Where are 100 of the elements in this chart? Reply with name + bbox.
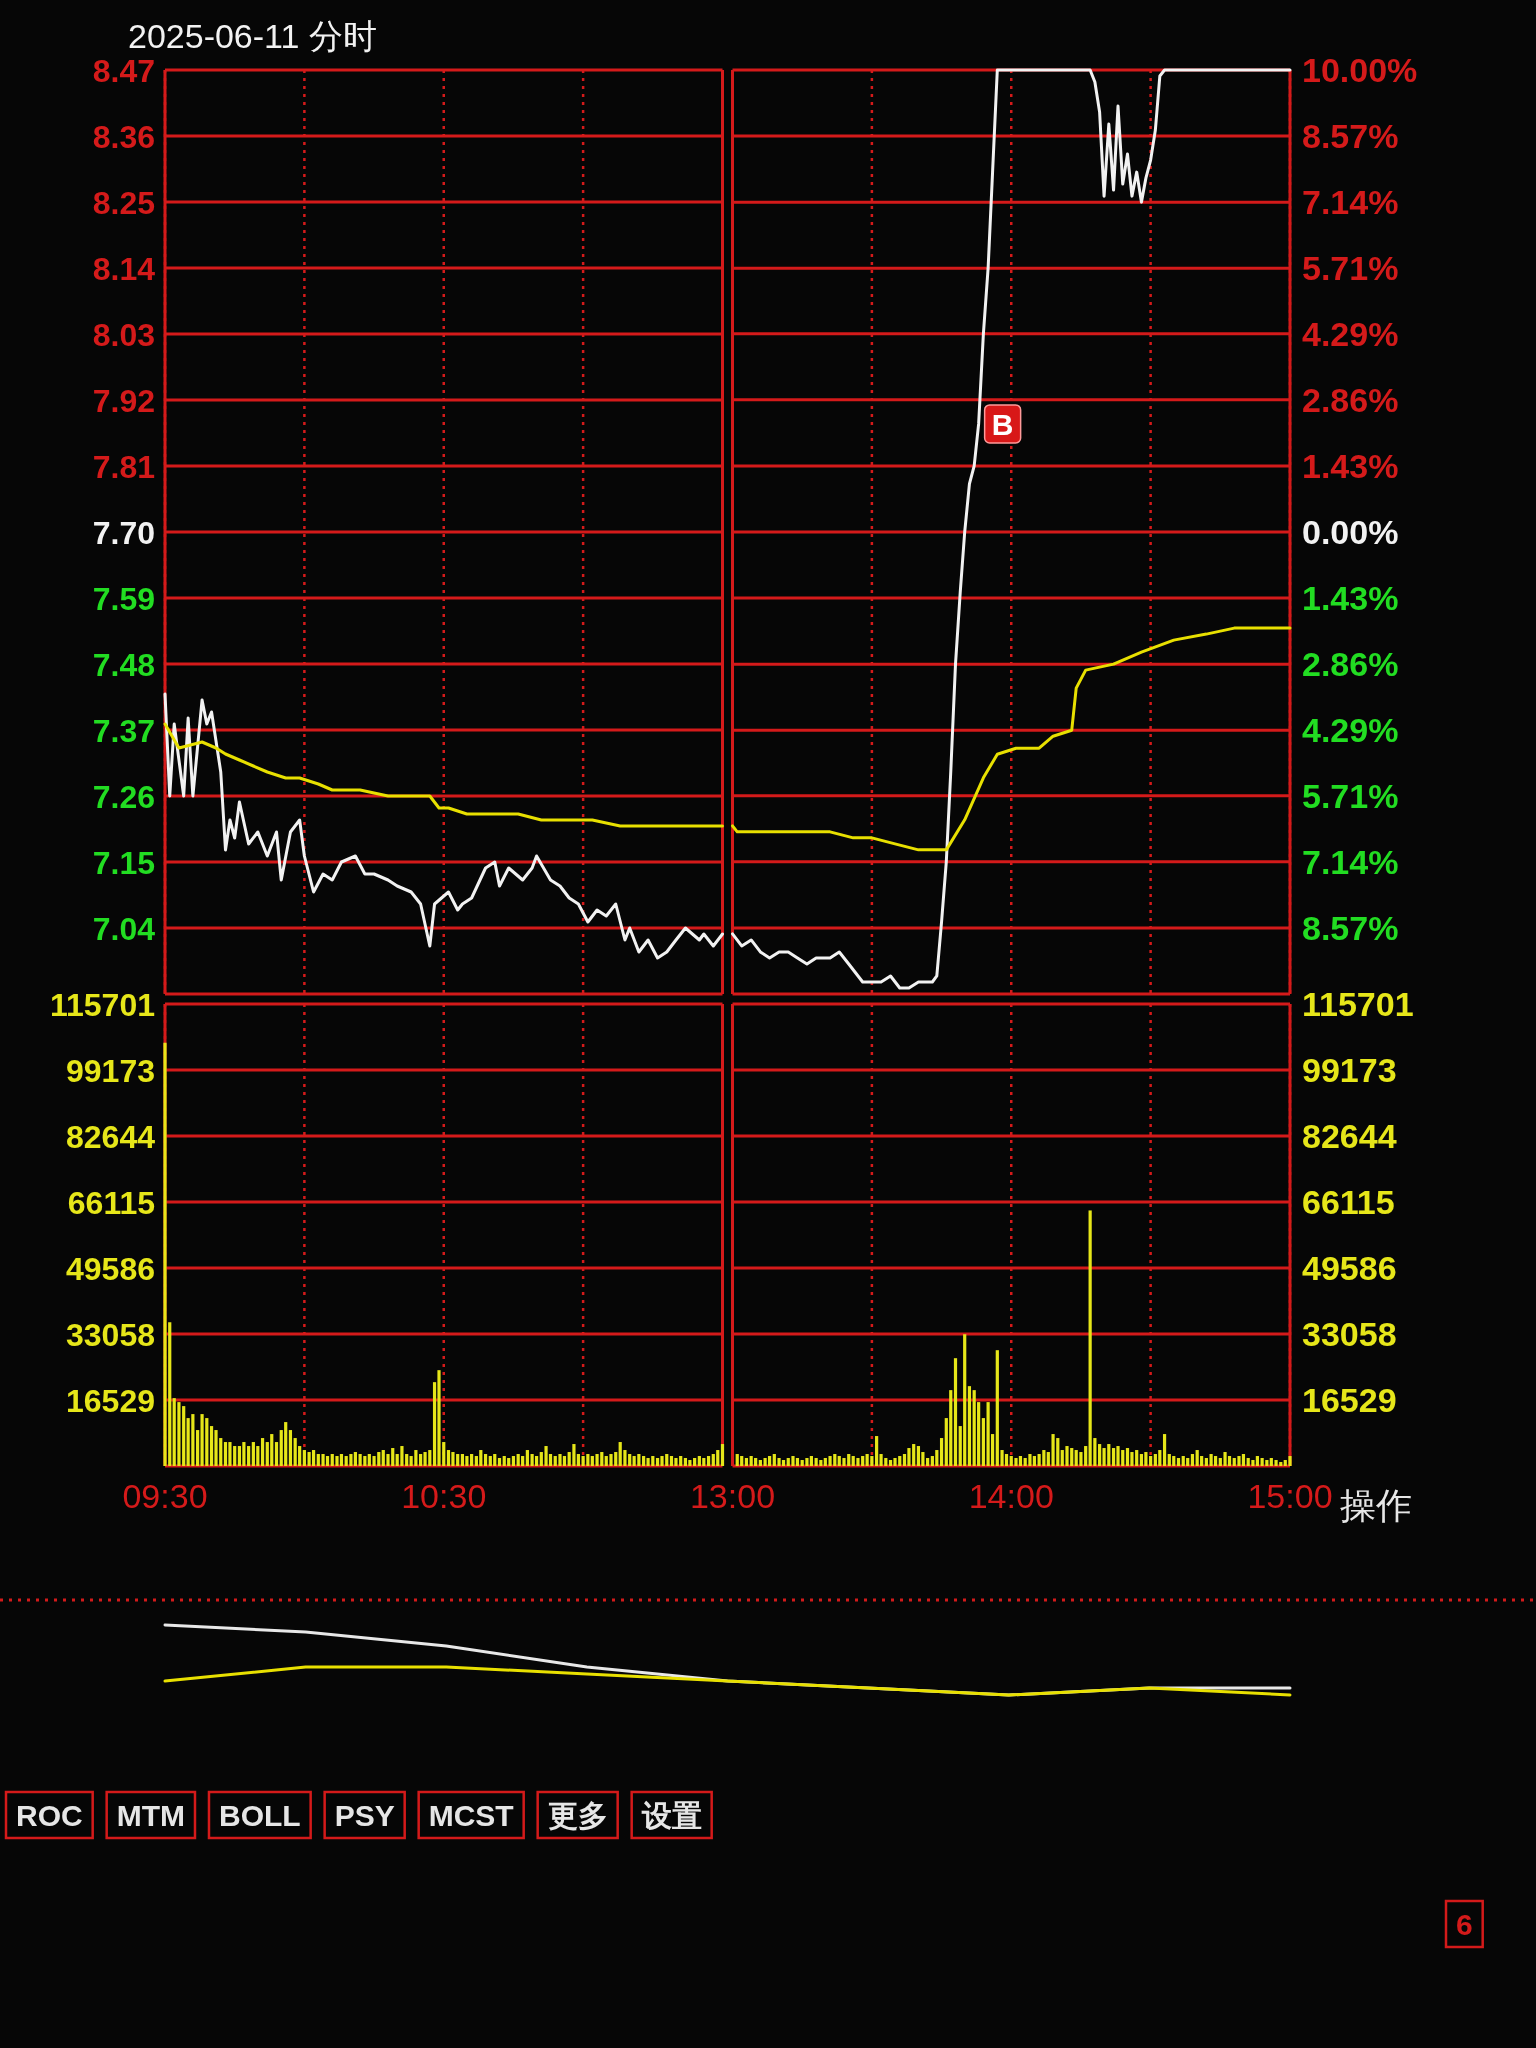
bar: [186, 1418, 190, 1466]
bar: [228, 1442, 232, 1466]
bar: [1153, 1454, 1157, 1466]
bar: [842, 1458, 846, 1466]
y-tick-label: 8.57%: [1302, 117, 1399, 156]
bar: [777, 1458, 781, 1466]
bar: [1260, 1458, 1264, 1466]
bar: [363, 1456, 367, 1466]
bar: [795, 1458, 800, 1466]
bar: [1139, 1454, 1144, 1466]
bar: [763, 1458, 767, 1466]
bar: [642, 1456, 646, 1466]
bar: [865, 1454, 869, 1466]
x-tick-label: 15:00: [1247, 1477, 1333, 1515]
bar: [372, 1456, 376, 1466]
y-tick-label: 99173: [1302, 1051, 1397, 1089]
bar: [581, 1456, 585, 1466]
bar: [697, 1456, 701, 1466]
bar: [497, 1458, 502, 1466]
bar: [856, 1458, 860, 1466]
bar: [274, 1442, 279, 1466]
bar: [986, 1402, 990, 1466]
bar: [907, 1448, 911, 1466]
bar: [325, 1456, 330, 1466]
bar: [674, 1458, 678, 1466]
bar: [893, 1458, 897, 1466]
bar: [521, 1456, 525, 1466]
bar: [916, 1446, 921, 1466]
bar: [1195, 1450, 1199, 1466]
y-tick-label: 49586: [66, 1251, 155, 1287]
bar: [335, 1456, 339, 1466]
bar: [1111, 1448, 1116, 1466]
bar: [637, 1454, 641, 1466]
bar: [214, 1430, 218, 1466]
bar: [1149, 1456, 1153, 1466]
bar: [311, 1450, 316, 1466]
bar: [1172, 1456, 1176, 1466]
x-tick-label: 14:00: [968, 1477, 1054, 1515]
bar: [814, 1458, 818, 1466]
bar: [967, 1386, 972, 1466]
bar: [1158, 1450, 1162, 1466]
bar: [302, 1450, 306, 1466]
y-tick-label: 82644: [1302, 1117, 1397, 1155]
y-tick-label: 33058: [66, 1317, 155, 1353]
y-tick-label: 115701: [1302, 985, 1414, 1023]
bar: [1004, 1454, 1009, 1466]
bar: [511, 1456, 516, 1466]
bar: [939, 1438, 944, 1466]
y-tick-label: 8.03: [92, 317, 155, 353]
bar: [1237, 1456, 1241, 1466]
y-tick-label: 4.29%: [1302, 711, 1399, 750]
bar: [1088, 1210, 1092, 1466]
bar: [720, 1444, 725, 1466]
y-tick-label: 0.00%: [1302, 513, 1399, 551]
y-tick-label: 7.14%: [1302, 183, 1399, 222]
bar: [693, 1458, 697, 1466]
bar: [758, 1460, 762, 1466]
bar: [632, 1456, 636, 1466]
bar: [1251, 1460, 1255, 1466]
y-tick-label: 7.48: [92, 647, 155, 683]
y-tick-label: 82644: [66, 1119, 156, 1155]
y-tick-label: 7.26: [92, 779, 155, 815]
bar: [711, 1454, 715, 1466]
bar: [307, 1452, 311, 1466]
y-tick-label: 7.14%: [1302, 842, 1399, 881]
bar: [688, 1460, 692, 1466]
bar: [646, 1458, 650, 1466]
y-tick-label: 8.14: [92, 251, 156, 287]
marker: B: [983, 404, 1022, 444]
bar: [949, 1390, 953, 1466]
bar: [460, 1454, 465, 1466]
bar: [1176, 1458, 1181, 1466]
bar: [465, 1456, 469, 1466]
y-tick-label: 66115: [1302, 1183, 1395, 1221]
bar: [805, 1458, 809, 1466]
bar: [683, 1458, 688, 1466]
y-tick-label: 5.71%: [1302, 249, 1399, 288]
bar: [488, 1456, 492, 1466]
y-tick-label: 7.04: [92, 911, 156, 947]
bar: [1227, 1456, 1232, 1466]
bar: [1204, 1458, 1208, 1466]
y-tick-label: 49586: [1302, 1249, 1397, 1287]
bar: [1190, 1454, 1195, 1466]
bar: [419, 1454, 423, 1466]
annotation: B: [991, 407, 1014, 441]
bar: [288, 1430, 293, 1466]
y-tick-label: 1.43%: [1302, 446, 1399, 485]
bar: [1181, 1456, 1185, 1466]
bar: [507, 1458, 511, 1466]
bar: [321, 1454, 325, 1466]
bar: [1186, 1458, 1190, 1466]
bar: [735, 1454, 739, 1466]
bar: [1028, 1454, 1032, 1466]
bar: [534, 1456, 539, 1466]
y-tick-label: 4.29%: [1302, 314, 1399, 353]
y-tick-label: 7.81: [92, 449, 155, 485]
bar: [479, 1450, 483, 1466]
y-tick-label: 7.59: [92, 581, 155, 617]
bar: [502, 1456, 506, 1466]
bar: [163, 1042, 167, 1466]
